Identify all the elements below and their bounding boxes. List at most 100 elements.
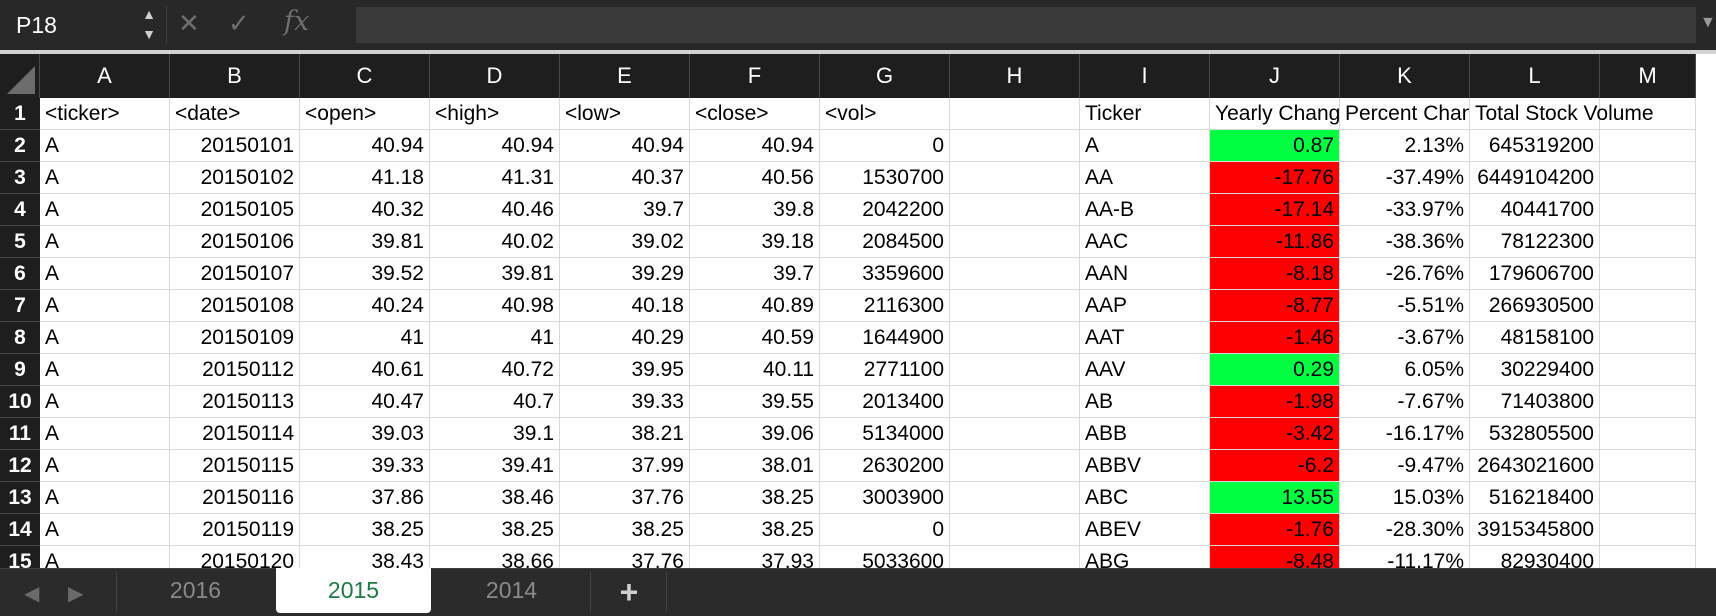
row-header-13[interactable]: 13 <box>0 482 40 514</box>
cell-c4[interactable]: 40.32 <box>300 194 430 226</box>
cell-m14[interactable] <box>1600 514 1696 546</box>
cell-h1[interactable] <box>950 98 1080 130</box>
column-header-f[interactable]: F <box>690 54 820 98</box>
cell-c11[interactable]: 39.03 <box>300 418 430 450</box>
cell-k4[interactable]: -33.97% <box>1340 194 1470 226</box>
cell-l14[interactable]: 3915345800 <box>1470 514 1600 546</box>
cell-d2[interactable]: 40.94 <box>430 130 560 162</box>
expand-formula-icon[interactable]: ▼ <box>1700 14 1716 31</box>
cell-d6[interactable]: 39.81 <box>430 258 560 290</box>
cell-b7[interactable]: 20150108 <box>170 290 300 322</box>
cell-i15[interactable]: ABG <box>1080 546 1210 568</box>
cell-c2[interactable]: 40.94 <box>300 130 430 162</box>
cell-d10[interactable]: 40.7 <box>430 386 560 418</box>
row-header-6[interactable]: 6 <box>0 258 40 290</box>
function-icon[interactable]: fx <box>284 6 310 37</box>
cell-h2[interactable] <box>950 130 1080 162</box>
cell-c15[interactable]: 38.43 <box>300 546 430 568</box>
cell-l11[interactable]: 532805500 <box>1470 418 1600 450</box>
row-header-12[interactable]: 12 <box>0 450 40 482</box>
cell-k5[interactable]: -38.36% <box>1340 226 1470 258</box>
name-box-value[interactable]: P18 <box>16 12 57 38</box>
cell-a9[interactable]: A <box>40 354 170 386</box>
cell-c13[interactable]: 37.86 <box>300 482 430 514</box>
cell-j3[interactable]: -17.76 <box>1210 162 1340 194</box>
chevron-up-icon[interactable]: ▲ <box>142 6 156 22</box>
cell-b8[interactable]: 20150109 <box>170 322 300 354</box>
cell-k15[interactable]: -11.17% <box>1340 546 1470 568</box>
cell-a13[interactable]: A <box>40 482 170 514</box>
cell-b13[interactable]: 20150116 <box>170 482 300 514</box>
cell-i12[interactable]: ABBV <box>1080 450 1210 482</box>
cell-c5[interactable]: 39.81 <box>300 226 430 258</box>
column-header-k[interactable]: K <box>1340 54 1470 98</box>
cell-i10[interactable]: AB <box>1080 386 1210 418</box>
chevron-down-icon[interactable]: ▼ <box>142 26 156 42</box>
cell-k10[interactable]: -7.67% <box>1340 386 1470 418</box>
column-header-g[interactable]: G <box>820 54 950 98</box>
cell-k6[interactable]: -26.76% <box>1340 258 1470 290</box>
tab-2015[interactable]: 2015 <box>276 568 431 613</box>
cell-k13[interactable]: 15.03% <box>1340 482 1470 514</box>
column-header-e[interactable]: E <box>560 54 690 98</box>
cell-f13[interactable]: 38.25 <box>690 482 820 514</box>
cell-e7[interactable]: 40.18 <box>560 290 690 322</box>
cell-d4[interactable]: 40.46 <box>430 194 560 226</box>
cell-m9[interactable] <box>1600 354 1696 386</box>
cell-k1[interactable]: Percent Change <box>1340 98 1470 130</box>
select-all-corner[interactable] <box>0 54 40 98</box>
cell-b2[interactable]: 20150101 <box>170 130 300 162</box>
cell-h9[interactable] <box>950 354 1080 386</box>
cell-b10[interactable]: 20150113 <box>170 386 300 418</box>
cell-f4[interactable]: 39.8 <box>690 194 820 226</box>
row-header-7[interactable]: 7 <box>0 290 40 322</box>
cell-i2[interactable]: A <box>1080 130 1210 162</box>
cell-b9[interactable]: 20150112 <box>170 354 300 386</box>
cell-g4[interactable]: 2042200 <box>820 194 950 226</box>
cell-l8[interactable]: 48158100 <box>1470 322 1600 354</box>
cell-c12[interactable]: 39.33 <box>300 450 430 482</box>
cell-h5[interactable] <box>950 226 1080 258</box>
tab-2016[interactable]: 2016 <box>169 577 222 603</box>
cell-g2[interactable]: 0 <box>820 130 950 162</box>
cell-l6[interactable]: 179606700 <box>1470 258 1600 290</box>
cell-j13[interactable]: 13.55 <box>1210 482 1340 514</box>
cell-k9[interactable]: 6.05% <box>1340 354 1470 386</box>
cell-j12[interactable]: -6.2 <box>1210 450 1340 482</box>
cell-l15[interactable]: 82930400 <box>1470 546 1600 568</box>
cell-h12[interactable] <box>950 450 1080 482</box>
cell-c8[interactable]: 41 <box>300 322 430 354</box>
cell-m11[interactable] <box>1600 418 1696 450</box>
cell-a8[interactable]: A <box>40 322 170 354</box>
cell-h14[interactable] <box>950 514 1080 546</box>
cell-i6[interactable]: AAN <box>1080 258 1210 290</box>
cell-e10[interactable]: 39.33 <box>560 386 690 418</box>
next-sheet-icon[interactable]: ▶ <box>68 583 84 605</box>
cell-j9[interactable]: 0.29 <box>1210 354 1340 386</box>
cell-e8[interactable]: 40.29 <box>560 322 690 354</box>
cell-h13[interactable] <box>950 482 1080 514</box>
cell-b1[interactable]: <date> <box>170 98 300 130</box>
cell-b3[interactable]: 20150102 <box>170 162 300 194</box>
cell-a7[interactable]: A <box>40 290 170 322</box>
cancel-icon[interactable]: ✕ <box>178 8 200 38</box>
cell-d8[interactable]: 41 <box>430 322 560 354</box>
cell-h4[interactable] <box>950 194 1080 226</box>
cell-j7[interactable]: -8.77 <box>1210 290 1340 322</box>
cell-m12[interactable] <box>1600 450 1696 482</box>
cell-e5[interactable]: 39.02 <box>560 226 690 258</box>
cell-e2[interactable]: 40.94 <box>560 130 690 162</box>
cell-a14[interactable]: A <box>40 514 170 546</box>
cell-d12[interactable]: 39.41 <box>430 450 560 482</box>
cell-c3[interactable]: 41.18 <box>300 162 430 194</box>
cell-i5[interactable]: AAC <box>1080 226 1210 258</box>
cell-g12[interactable]: 2630200 <box>820 450 950 482</box>
column-header-m[interactable]: M <box>1600 54 1696 98</box>
cell-h8[interactable] <box>950 322 1080 354</box>
tab-2014[interactable]: 2014 <box>485 577 538 603</box>
cell-k12[interactable]: -9.47% <box>1340 450 1470 482</box>
cell-g9[interactable]: 2771100 <box>820 354 950 386</box>
cell-m2[interactable] <box>1600 130 1696 162</box>
cell-g11[interactable]: 5134000 <box>820 418 950 450</box>
